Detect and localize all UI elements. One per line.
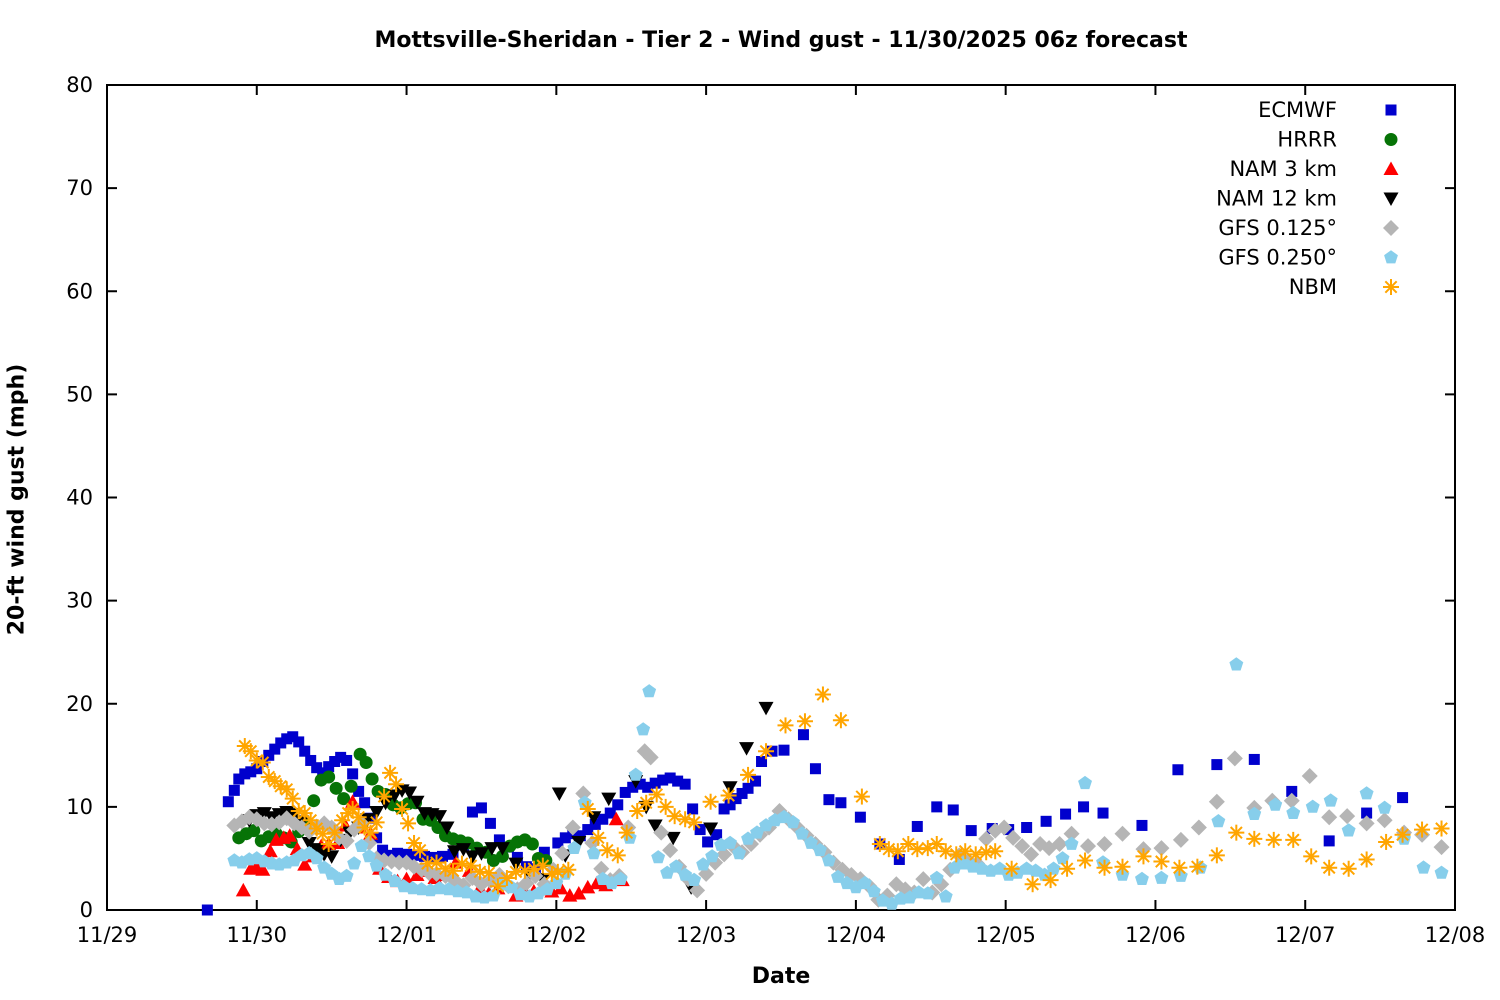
svg-text:0: 0 (80, 898, 93, 922)
legend-label-nbm: NBM (1289, 275, 1337, 299)
svg-text:60: 60 (66, 279, 93, 303)
legend-item-ecmwf: ECMWF (1258, 98, 1397, 122)
svg-text:12/04: 12/04 (826, 923, 887, 947)
y-axis: 0 10 20 30 40 50 60 70 80 (66, 73, 1455, 922)
x-axis-label: Date (751, 964, 811, 989)
legend-label-gfs-0-250: GFS 0.250° (1218, 246, 1337, 270)
svg-text:12/06: 12/06 (1125, 923, 1186, 947)
svg-text:80: 80 (66, 73, 93, 97)
y-axis-label: 20-ft wind gust (mph) (4, 363, 30, 636)
svg-text:50: 50 (66, 382, 93, 406)
svg-text:11/30: 11/30 (227, 923, 288, 947)
legend-label-hrrr: HRRR (1277, 128, 1337, 152)
svg-text:30: 30 (66, 589, 93, 613)
chart-title: Mottsville-Sheridan - Tier 2 - Wind gust… (374, 28, 1188, 53)
svg-text:12/05: 12/05 (975, 923, 1036, 947)
legend-label-nam-3-km: NAM 3 km (1229, 157, 1337, 181)
legend-label-ecmwf: ECMWF (1258, 98, 1337, 122)
legend-item-nam-3-km: NAM 3 km (1229, 157, 1399, 181)
svg-text:12/01: 12/01 (376, 923, 437, 947)
svg-text:12/03: 12/03 (676, 923, 737, 947)
svg-text:12/08: 12/08 (1425, 923, 1486, 947)
legend-item-hrrr: HRRR (1277, 128, 1398, 152)
svg-text:20: 20 (66, 692, 93, 716)
legend-label-gfs-0-125: GFS 0.125° (1218, 216, 1337, 240)
legend-item-nam-12-km: NAM 12 km (1216, 187, 1399, 211)
svg-text:40: 40 (66, 486, 93, 510)
series-nbm (236, 686, 1450, 895)
x-axis: 11/29 11/30 12/01 12/02 12/03 12/04 12/05 12/06… (77, 85, 1486, 947)
series-gfs-0-250 (227, 657, 1449, 910)
svg-text:10: 10 (66, 795, 93, 819)
legend-item-gfs-0-125: GFS 0.125° (1218, 216, 1399, 240)
svg-text:70: 70 (66, 176, 93, 200)
legend-label-nam-12-km: NAM 12 km (1216, 187, 1337, 211)
legend-item-gfs-0-250: GFS 0.250° (1218, 246, 1398, 270)
svg-text:12/07: 12/07 (1275, 923, 1336, 947)
svg-text:11/29: 11/29 (77, 923, 138, 947)
legend-item-nbm: NBM (1289, 275, 1399, 299)
svg-text:12/02: 12/02 (526, 923, 587, 947)
legend: ECMWF HRRR NAM 3 km NAM 12 km GFS 0.125° GFS … (1216, 98, 1399, 299)
